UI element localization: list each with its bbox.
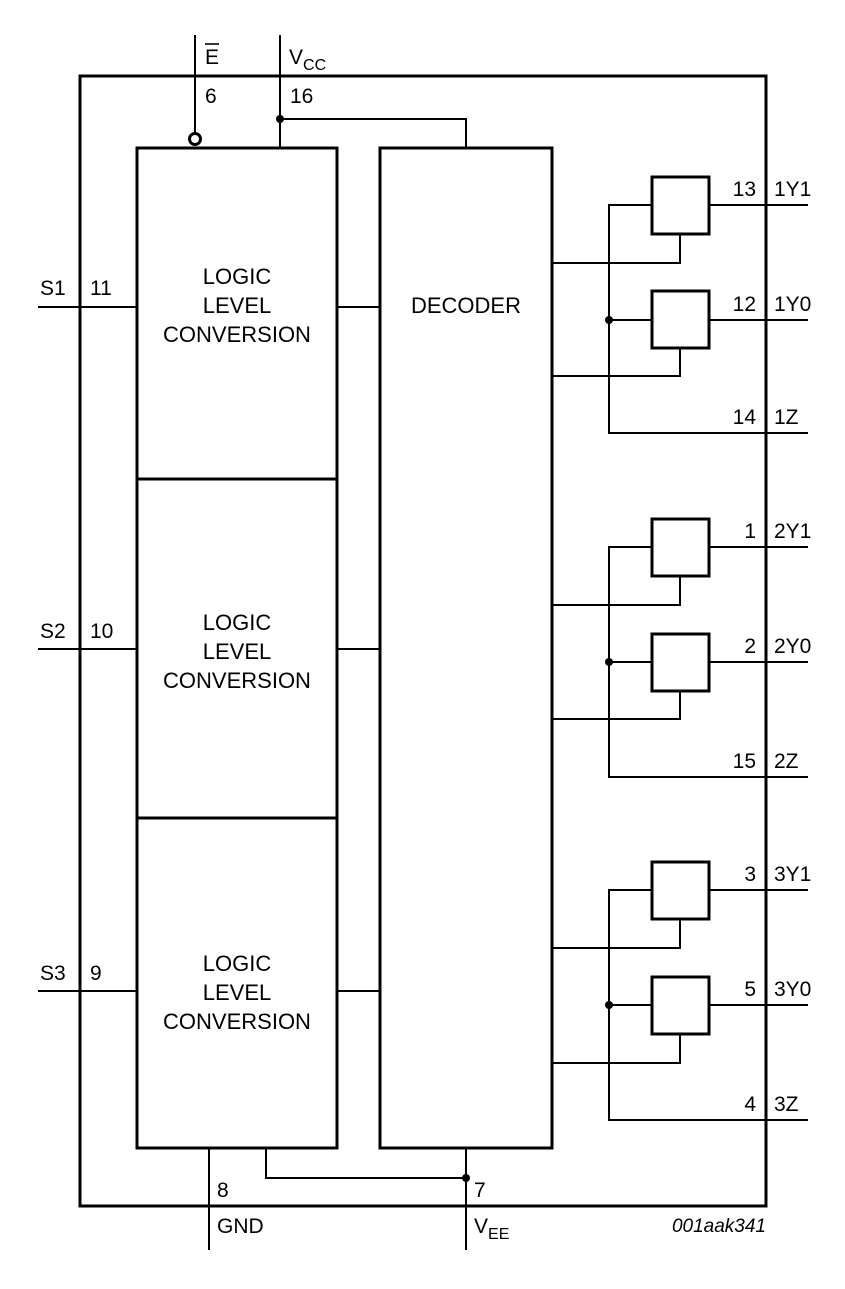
channel-3-y0-name: 3Y0 <box>774 978 811 1001</box>
figure-code: 001aak341 <box>672 1216 766 1237</box>
enable-pin-number: 6 <box>205 85 217 108</box>
channel-2-decoder-y1-wire <box>552 576 681 606</box>
vcc-decoder-wire <box>280 118 467 148</box>
vcc-junction-dot <box>276 115 284 123</box>
select-pin-s2: S2 10 <box>38 620 137 650</box>
channel-3-y1-number: 3 <box>744 863 756 886</box>
logic-block-3-line1: LOGIC <box>203 951 272 976</box>
channel-1-y1-number: 13 <box>733 178 756 201</box>
channel-3-junction-dot <box>605 1001 613 1009</box>
logic-block-1-line3: CONVERSION <box>163 322 311 347</box>
s2-pin-number: 10 <box>90 620 113 643</box>
channel-2-y0-name: 2Y0 <box>774 635 811 658</box>
channel-1-z-number: 14 <box>733 406 757 429</box>
vcc-pin-number: 16 <box>290 85 313 108</box>
logic-block-3: LOGIC LEVEL CONVERSION <box>163 951 311 1034</box>
channel-1: 13 1Y1 12 1Y0 14 1Z <box>552 175 811 434</box>
channel-1-decoder-y1-wire <box>552 234 681 264</box>
logic-block-2-line1: LOGIC <box>203 610 272 635</box>
channel-3-switch-y0 <box>650 975 711 1036</box>
logic-column <box>135 146 339 1150</box>
s2-pin-name: S2 <box>40 620 66 643</box>
logic-block-3-line3: CONVERSION <box>163 1009 311 1034</box>
s1-pin-number: 11 <box>90 277 112 300</box>
channel-1-junction-dot <box>605 316 613 324</box>
vee-junction-dot <box>462 1174 470 1182</box>
channel-2-y1-number: 1 <box>744 520 756 543</box>
channel-1-y0-number: 12 <box>733 293 756 316</box>
s1-pin-name: S1 <box>40 277 66 300</box>
logic-block-1: LOGIC LEVEL CONVERSION <box>163 264 311 347</box>
channel-2-z-number: 15 <box>733 750 756 773</box>
select-pin-s1: S1 11 <box>38 277 137 308</box>
channel-1-switch-y1 <box>650 175 711 236</box>
logic-block-3-line2: LEVEL <box>203 980 272 1005</box>
vcc-pin-name: VCC <box>289 46 326 74</box>
channel-1-decoder-y0-wire <box>552 348 681 377</box>
s3-pin-name: S3 <box>40 962 66 985</box>
channel-3-z-name: 3Z <box>774 1093 799 1116</box>
logic-block-2: LOGIC LEVEL CONVERSION <box>163 610 311 693</box>
logic-block-2-line2: LEVEL <box>203 639 272 664</box>
channel-1-y0-name: 1Y0 <box>774 293 811 316</box>
channel-3-y0-number: 5 <box>744 978 756 1001</box>
vee-logic-wire <box>265 1148 466 1179</box>
decoder-label: DECODER <box>411 293 521 318</box>
channel-3-decoder-y1-wire <box>552 919 681 949</box>
logic-block-2-line3: CONVERSION <box>163 668 311 693</box>
channel-3-y1-name: 3Y1 <box>774 863 811 886</box>
s3-pin-number: 9 <box>90 962 102 985</box>
channel-3-z-number: 4 <box>744 1093 756 1116</box>
channel-2-y0-number: 2 <box>744 635 756 658</box>
channel-1-z-name: 1Z <box>774 406 799 429</box>
channel-2-junction-dot <box>605 658 613 666</box>
select-pin-s3: S3 9 <box>38 962 137 992</box>
enable-inversion-bubble <box>188 132 202 146</box>
logic-block-1-line1: LOGIC <box>203 264 272 289</box>
channel-1-y1-name: 1Y1 <box>774 178 811 201</box>
channel-2-z-name: 2Z <box>774 750 799 773</box>
channel-2-y1-name: 2Y1 <box>774 520 811 543</box>
enable-pin-name: E <box>205 46 219 69</box>
channel-2-switch-y1 <box>650 517 711 578</box>
channel-2-decoder-y0-wire <box>552 691 681 720</box>
gnd-pin-name: GND <box>217 1215 264 1238</box>
channel-2: 1 2Y1 2 2Y0 15 2Z <box>552 517 811 778</box>
gnd-pin-number: 8 <box>217 1179 229 1202</box>
channel-1-switch-y0 <box>650 289 711 350</box>
logic-block-1-line2: LEVEL <box>203 293 272 318</box>
vee-pin-name: VEE <box>474 1215 509 1243</box>
channel-2-switch-y0 <box>650 632 711 693</box>
channel-3: 3 3Y1 5 3Y0 4 3Z <box>552 860 811 1121</box>
channel-3-switch-y1 <box>650 860 711 921</box>
channel-3-decoder-y0-wire <box>552 1034 681 1064</box>
vee-pin-number: 7 <box>474 1179 486 1202</box>
